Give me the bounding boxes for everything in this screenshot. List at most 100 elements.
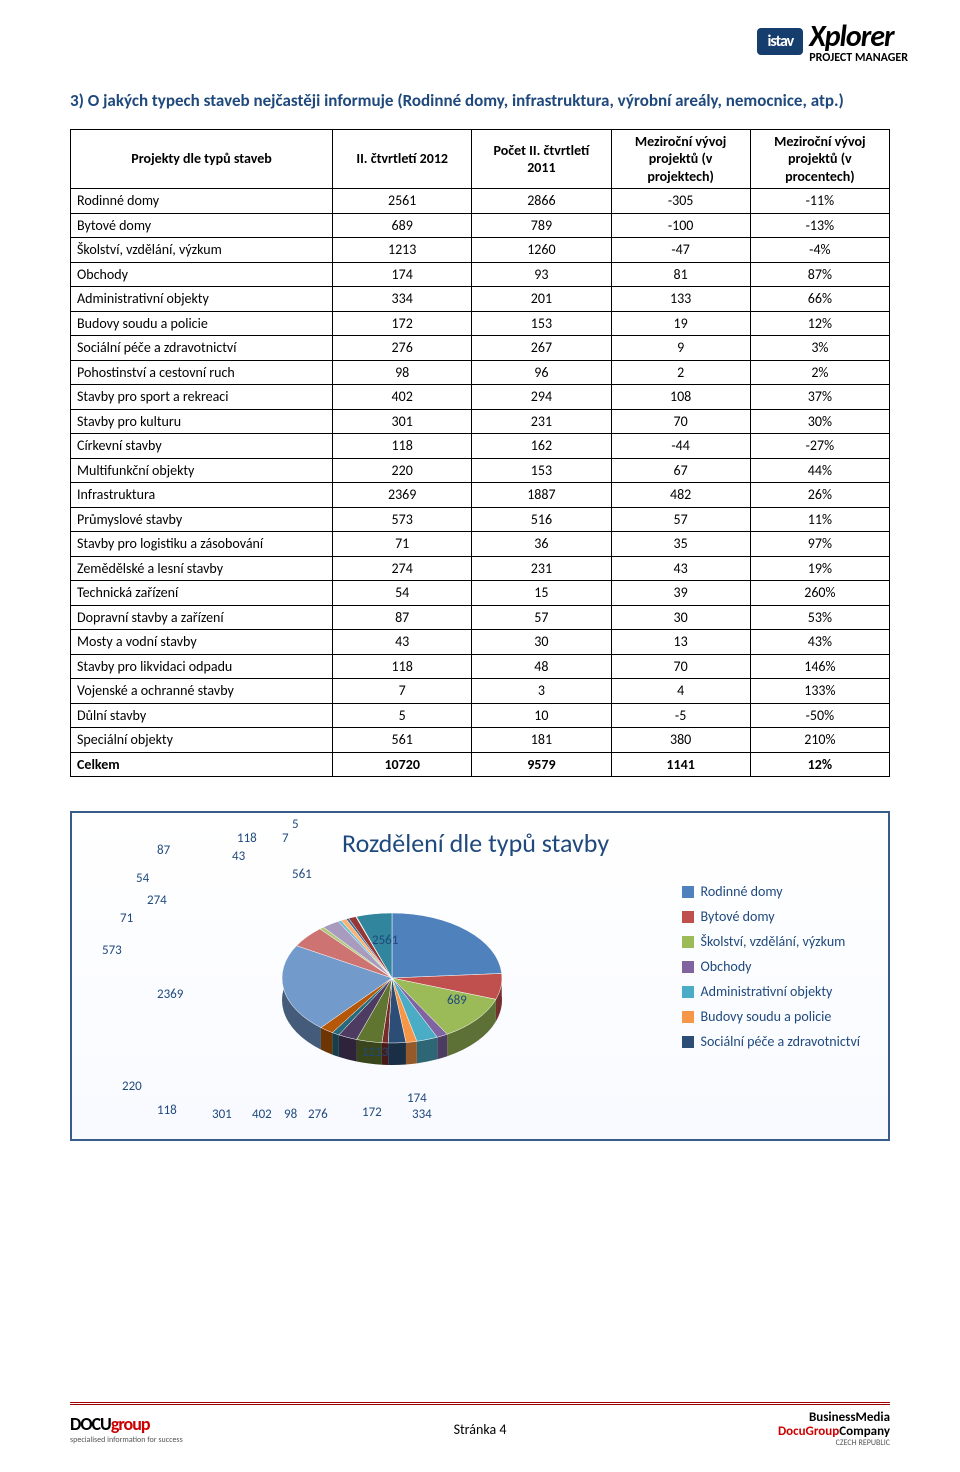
- row-c: 13: [611, 630, 750, 655]
- legend-item: Školství, vzdělání, výzkum: [682, 933, 860, 950]
- row-b: 2866: [472, 189, 611, 214]
- th-projects: Projekty dle typů staveb: [71, 129, 333, 189]
- row-d: 2%: [750, 360, 889, 385]
- total-d: 12%: [750, 752, 889, 777]
- row-d: 3%: [750, 336, 889, 361]
- chart-title: Rozdělení dle typů stavby: [342, 827, 609, 859]
- row-d: -50%: [750, 703, 889, 728]
- pie-value-label: 43: [232, 849, 245, 864]
- legend-item: Sociální péče a zdravotnictví: [682, 1033, 860, 1050]
- row-d: 53%: [750, 605, 889, 630]
- page-number: Stránka 4: [454, 1421, 507, 1438]
- legend-label: Budovy soudu a policie: [701, 1008, 832, 1025]
- row-label: Obchody: [71, 262, 333, 287]
- table-row: Infrastruktura2369188748226%: [71, 483, 890, 508]
- row-b: 516: [472, 507, 611, 532]
- legend-label: Bytové domy: [701, 908, 775, 925]
- th-diff-abs: Meziroční vývoj projektů (v projektech): [611, 129, 750, 189]
- row-a: 573: [333, 507, 472, 532]
- table-row: Stavby pro likvidaci odpadu1184870146%: [71, 654, 890, 679]
- table-row: Důlní stavby510-5-50%: [71, 703, 890, 728]
- row-label: Budovy soudu a policie: [71, 311, 333, 336]
- row-c: 19: [611, 311, 750, 336]
- row-d: 19%: [750, 556, 889, 581]
- row-a: 98: [333, 360, 472, 385]
- pie-value-label: 1213: [362, 1045, 388, 1060]
- row-d: 37%: [750, 385, 889, 410]
- row-c: 9: [611, 336, 750, 361]
- table-row: Vojenské a ochranné stavby734133%: [71, 679, 890, 704]
- row-d: -11%: [750, 189, 889, 214]
- row-label: Multifunkční objekty: [71, 458, 333, 483]
- pie-value-label: 561: [292, 867, 312, 882]
- table-row: Stavby pro sport a rekreaci40229410837%: [71, 385, 890, 410]
- row-a: 561: [333, 728, 472, 753]
- pie-value-label: 276: [308, 1107, 328, 1122]
- th-q2-2011: Počet II. čtvrtletí 2011: [472, 129, 611, 189]
- pie-value-label: 689: [447, 993, 467, 1008]
- brand-logo: istav Xplorer PROJECT MANAGER: [757, 18, 908, 65]
- row-a: 2369: [333, 483, 472, 508]
- row-c: 482: [611, 483, 750, 508]
- row-label: Rodinné domy: [71, 189, 333, 214]
- table-row: Pohostinství a cestovní ruch989622%: [71, 360, 890, 385]
- row-c: 39: [611, 581, 750, 606]
- table-row: Stavby pro logistiku a zásobování7136359…: [71, 532, 890, 557]
- legend-label: Obchody: [701, 958, 752, 975]
- pie-value-label: 334: [412, 1107, 432, 1122]
- table-row: Stavby pro kulturu3012317030%: [71, 409, 890, 434]
- row-a: 402: [333, 385, 472, 410]
- page-footer: DOCUgroup specialised information for su…: [70, 1402, 890, 1448]
- docu-group-word: group: [111, 1413, 150, 1435]
- table-total-row: Celkem107209579114112%: [71, 752, 890, 777]
- bm-line1: BusinessMedia: [809, 1410, 890, 1425]
- total-c: 1141: [611, 752, 750, 777]
- row-c: 380: [611, 728, 750, 753]
- section-title: 3) O jakých typech staveb nejčastěji inf…: [70, 90, 890, 113]
- row-d: 43%: [750, 630, 889, 655]
- docu-tagline: specialised information for success: [70, 1435, 183, 1445]
- legend-item: Budovy soudu a policie: [682, 1008, 860, 1025]
- row-label: Stavby pro logistiku a zásobování: [71, 532, 333, 557]
- legend-item: Rodinné domy: [682, 883, 860, 900]
- row-b: 181: [472, 728, 611, 753]
- row-b: 153: [472, 311, 611, 336]
- pie-value-label: 87: [157, 843, 170, 858]
- table-row: Speciální objekty561181380210%: [71, 728, 890, 753]
- table-row: Obchody174938187%: [71, 262, 890, 287]
- row-d: -27%: [750, 434, 889, 459]
- row-d: 97%: [750, 532, 889, 557]
- row-b: 231: [472, 409, 611, 434]
- row-c: 67: [611, 458, 750, 483]
- row-d: 30%: [750, 409, 889, 434]
- row-b: 10: [472, 703, 611, 728]
- row-a: 87: [333, 605, 472, 630]
- row-b: 36: [472, 532, 611, 557]
- th-q2-2012: II. čtvrtletí 2012: [333, 129, 472, 189]
- row-c: -305: [611, 189, 750, 214]
- row-label: Sociální péče a zdravotnictví: [71, 336, 333, 361]
- legend-swatch: [682, 911, 694, 923]
- row-label: Pohostinství a cestovní ruch: [71, 360, 333, 385]
- legend-swatch: [682, 1036, 694, 1048]
- row-d: 26%: [750, 483, 889, 508]
- row-c: 133: [611, 287, 750, 312]
- th-diff-pct: Meziroční vývoj projektů (v procentech): [750, 129, 889, 189]
- row-d: 12%: [750, 311, 889, 336]
- row-d: 133%: [750, 679, 889, 704]
- row-a: 43: [333, 630, 472, 655]
- row-label: Církevní stavby: [71, 434, 333, 459]
- legend-label: Rodinné domy: [701, 883, 783, 900]
- pie-value-label: 301: [212, 1107, 232, 1122]
- pie-value-label: 402: [252, 1107, 272, 1122]
- row-b: 231: [472, 556, 611, 581]
- row-label: Důlní stavby: [71, 703, 333, 728]
- row-a: 118: [333, 434, 472, 459]
- bm-line2a: DocuGroup: [778, 1424, 839, 1439]
- docu-logo: DOCUgroup specialised information for su…: [70, 1413, 183, 1445]
- table-row: Technická zařízení541539260%: [71, 581, 890, 606]
- row-b: 789: [472, 213, 611, 238]
- row-d: -4%: [750, 238, 889, 263]
- row-a: 7: [333, 679, 472, 704]
- row-b: 48: [472, 654, 611, 679]
